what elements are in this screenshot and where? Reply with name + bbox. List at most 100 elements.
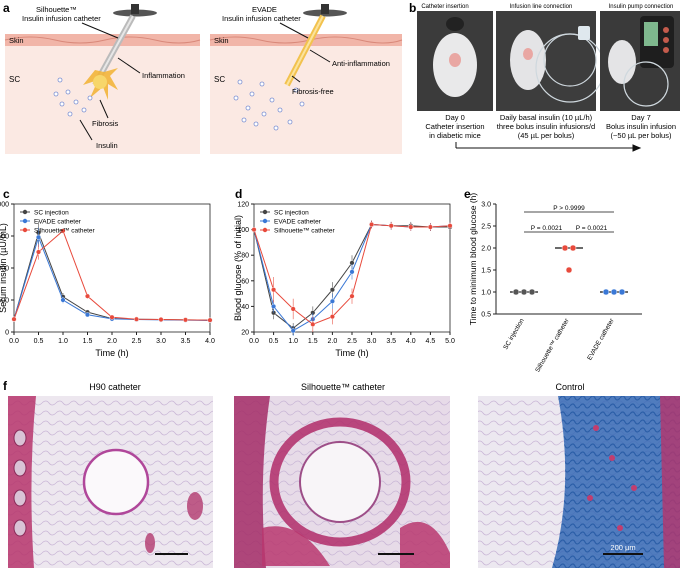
x-category-label: Silhouette™ catheter [534, 317, 571, 374]
sc-label: SC [9, 75, 20, 84]
x-tick-label: 1.5 [83, 338, 93, 345]
data-point [36, 234, 42, 240]
fibrosis-label: Fibrosis [92, 119, 119, 128]
y-tick-label: 20 [241, 330, 249, 337]
histo-title-control: Control [555, 382, 584, 392]
histology-control: 200 µm [478, 396, 680, 568]
photo-catheter-insertion [417, 11, 493, 111]
data-point [60, 297, 66, 303]
x-tick-label: 3.5 [181, 338, 191, 345]
y-tick-label: 0 [5, 330, 9, 337]
caption-3-line2: Bolus insulin infusion [606, 122, 676, 131]
y-tick-label: 2.0 [481, 246, 491, 253]
y-tick-label: 2.5 [481, 224, 491, 231]
legend-marker [262, 218, 268, 224]
x-tick-label: 1.0 [288, 338, 298, 345]
panel-label-c: c [3, 187, 10, 201]
data-point [447, 223, 453, 229]
panel-b-photos: b Catheter insertion Infusion line conne… [409, 1, 680, 152]
inflammation-label: Inflammation [142, 71, 185, 80]
legend-label: Silhouette™ catheter [274, 228, 336, 235]
x-category-label: SC injection [502, 317, 526, 351]
data-point [290, 306, 296, 312]
panel-label-e: e [464, 187, 471, 201]
x-tick-label: 0.0 [249, 338, 259, 345]
y-tick-label: 1.5 [481, 268, 491, 275]
x-tick-label: 2.5 [347, 338, 357, 345]
y-tick-label: 500 [0, 298, 9, 305]
schematic-evade: EVADE Insulin infusion catheter Skin SC … [209, 4, 403, 154]
data-point [561, 244, 569, 252]
caption-1-line3: in diabetic mice [429, 131, 481, 140]
photo-title-2: Infusion line connection [510, 4, 573, 10]
sc-label-right: SC [214, 75, 225, 84]
data-point [408, 224, 414, 230]
series-line [13, 231, 211, 321]
x-axis-label: Time (h) [335, 348, 368, 358]
panel-a-schematic: a Silhouette™ Insulin infusion catheter … [3, 1, 403, 154]
data-point [182, 317, 188, 323]
x-tick-label: 2.5 [132, 338, 142, 345]
x-tick-label: 0.5 [34, 338, 44, 345]
evade-title: EVADE [252, 5, 277, 14]
x-tick-label: 4.0 [205, 338, 215, 345]
y-tick-label: 0.5 [481, 312, 491, 319]
y-tick-label: 100 [237, 227, 249, 234]
data-point [158, 317, 164, 323]
caption-1-line1: Day 0 [445, 113, 465, 122]
y-tick-label: 60 [241, 278, 249, 285]
fibrosis-burst [83, 68, 118, 100]
y-tick-label: 2,000 [0, 202, 9, 209]
legend-label: Silhouette™ catheter [34, 228, 96, 235]
legend-label: EVADE catheter [34, 219, 82, 226]
legend-label: SC injection [274, 210, 309, 217]
data-point [369, 221, 375, 227]
chart-blood-glucose: d 0.0 0.5 1.0 1.5 2.0 2.5 3.0 3.5 4.0 4.5 5.0 20 40 6… [233, 187, 455, 358]
data-point [109, 314, 115, 320]
photo-title-1: Catheter insertion [421, 4, 468, 10]
legend-label: EVADE catheter [274, 219, 322, 226]
y-axis-label: Blood glucose (% of initial) [233, 215, 243, 321]
y-tick-label: 1,500 [0, 234, 9, 241]
legend-label: SC injection [34, 210, 69, 217]
series-line [13, 235, 211, 321]
data-point [520, 288, 528, 296]
data-point [251, 227, 257, 233]
p-value-label: P > 0.9999 [553, 205, 585, 212]
skin-layer-right [210, 34, 402, 46]
x-tick-label: 2.0 [107, 338, 117, 345]
x-tick-label: 5.0 [445, 338, 455, 345]
data-point [271, 303, 277, 309]
p-value-label: P = 0.0021 [531, 225, 563, 232]
data-point [290, 328, 296, 334]
data-point [11, 316, 17, 322]
catheter-lumen-silhouette [299, 441, 381, 523]
x-tick-label: 0.0 [9, 338, 19, 345]
panel-label-a: a [3, 1, 10, 15]
legend-marker [262, 227, 268, 233]
scale-bar-label: 200 µm [610, 543, 635, 552]
insulin-label: Insulin [96, 141, 118, 150]
x-tick-label: 4.5 [426, 338, 436, 345]
anti-inflammation-label: Anti-inflammation [332, 59, 390, 68]
insulin-dots [53, 77, 93, 117]
y-axis-label: Serum insulin (µU/mL) [0, 223, 8, 313]
fibrotic-capsule [269, 417, 411, 547]
x-tick-label: 3.0 [367, 338, 377, 345]
x-axis-label: Time (h) [95, 348, 128, 358]
data-point [349, 269, 355, 275]
chart-serum-insulin: c 0.0 0.5 1.0 1.5 2.0 2.5 3.0 3.5 4.0 0 500 1,000 1,… [0, 187, 215, 358]
photo-title-3: Insulin pump connection [609, 4, 674, 10]
caption-2-line3: (45 µL per bolus) [518, 131, 575, 140]
data-point [528, 288, 536, 296]
x-tick-label: 3.0 [156, 338, 166, 345]
y-tick-label: 1.0 [481, 290, 491, 297]
data-point [133, 316, 139, 322]
y-tick-label: 1,000 [0, 266, 9, 273]
legend-marker [22, 227, 28, 233]
data-point [329, 287, 335, 293]
panel-label-f: f [3, 379, 8, 393]
data-point [84, 293, 90, 299]
data-point [565, 266, 573, 274]
